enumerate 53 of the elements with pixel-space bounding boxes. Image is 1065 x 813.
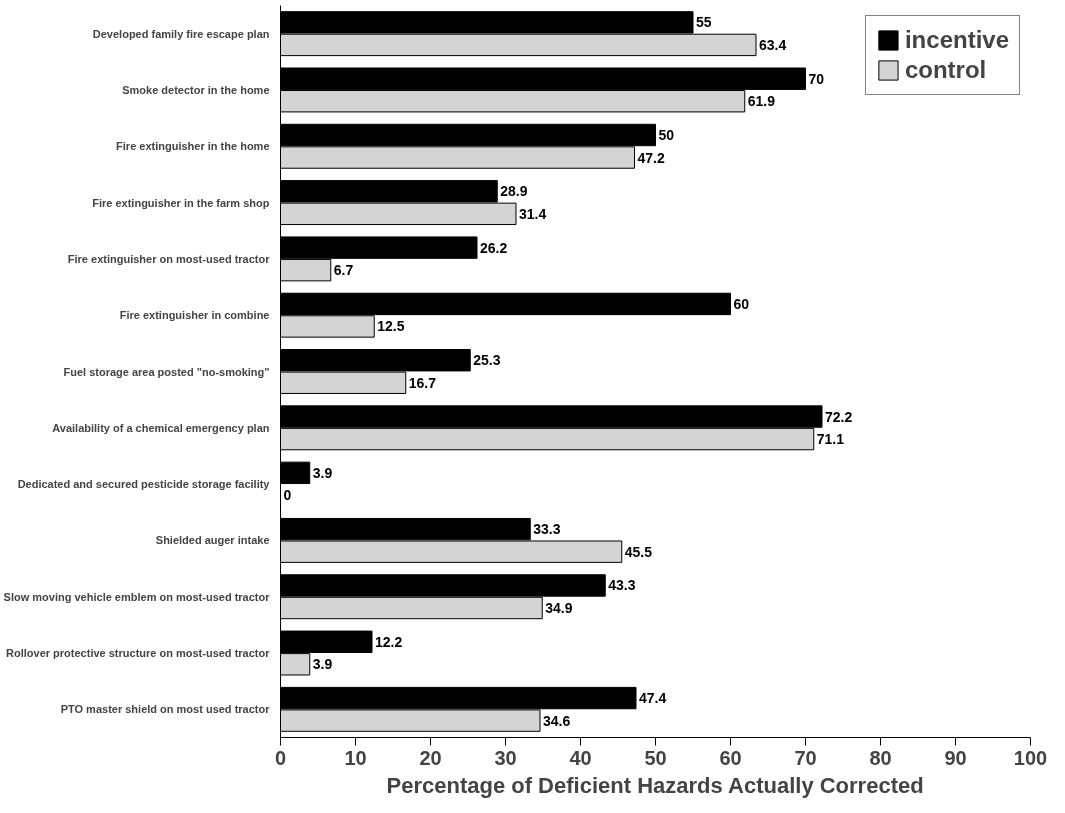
data-label: 60 [733, 295, 750, 312]
data-label: 45.5 [624, 543, 653, 560]
legend-label: control [904, 56, 987, 84]
data-label: 12.2 [375, 633, 403, 650]
data-label: 28.9 [500, 183, 528, 200]
data-label: 47.2 [637, 149, 665, 166]
y-tick-label: Fire extinguisher in the home [116, 140, 270, 153]
data-label: 63.4 [759, 36, 787, 53]
x-tick-label: 30 [494, 746, 517, 769]
data-label: 47.4 [639, 690, 667, 707]
y-tick-label: Fire extinguisher on most-used tractor [67, 252, 271, 265]
data-label: 25.3 [473, 352, 501, 369]
data-label: 31.4 [519, 205, 547, 222]
y-tick-label: Fire extinguisher in the farm shop [92, 196, 270, 209]
data-label: 0 [283, 487, 292, 504]
data-label: 34.6 [543, 712, 571, 729]
x-tick-label: 70 [794, 746, 817, 769]
x-tick-label: 40 [569, 746, 592, 769]
data-label: 26.2 [480, 239, 508, 256]
y-tick-label: Availability of a chemical emergency plan [52, 421, 270, 434]
x-tick-label: 90 [944, 746, 967, 769]
data-label: 72.2 [825, 408, 853, 425]
data-label: 34.9 [545, 599, 573, 616]
data-label: 50 [658, 127, 675, 144]
x-tick-label: 100 [1013, 746, 1048, 769]
x-tick-label: 20 [419, 746, 442, 769]
x-tick-label: 0 [274, 746, 287, 769]
data-label: 61.9 [747, 93, 776, 110]
legend-label: incentive [904, 26, 1009, 54]
data-label: 70 [808, 70, 825, 87]
y-tick-label: Slow moving vehicle emblem on most-used tractor [3, 590, 271, 603]
data-label: 43.3 [608, 577, 636, 594]
y-tick-label: Dedicated and secured pesticide storage facility [17, 478, 271, 491]
x-tick-label: 10 [344, 746, 367, 769]
y-tick-label: PTO master shield on most used tractor [60, 703, 271, 716]
x-tick-label: 50 [644, 746, 667, 769]
data-label: 71.1 [816, 431, 845, 448]
y-tick-label: Shielded auger intake [155, 534, 270, 547]
data-label: 3.9 [312, 656, 333, 673]
x-tick-label: 60 [719, 746, 742, 769]
data-label: 33.3 [533, 521, 561, 538]
data-label: 16.7 [408, 374, 437, 391]
y-tick-label: Developed family fire escape plan [92, 27, 270, 40]
data-label: 3.9 [312, 464, 333, 481]
y-tick-label: Fire extinguisher in combine [119, 309, 270, 322]
y-tick-label: Smoke detector in the home [122, 83, 270, 96]
x-tick-label: 80 [869, 746, 892, 769]
y-tick-label: Fuel storage area posted "no-smoking" [63, 365, 270, 378]
y-tick-label: Rollover protective structure on most-used tractor [6, 647, 271, 660]
data-label: 55 [696, 14, 712, 31]
x-axis-title: Percentage of Deficient Hazards Actually Corrected [386, 772, 924, 798]
data-label: 12.5 [377, 318, 405, 335]
data-label: 6.7 [333, 262, 354, 279]
